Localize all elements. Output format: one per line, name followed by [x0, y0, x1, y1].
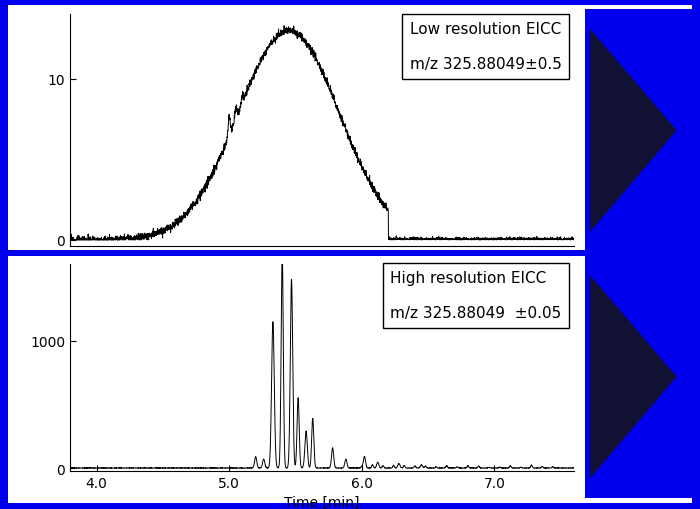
Text: High resolution EICC

m/z 325.88049  ±0.05: High resolution EICC m/z 325.88049 ±0.05	[390, 271, 561, 321]
X-axis label: Time [min]: Time [min]	[284, 495, 360, 509]
Text: Low resolution EICC

m/z 325.88049±0.5: Low resolution EICC m/z 325.88049±0.5	[410, 22, 561, 72]
Polygon shape	[590, 30, 677, 233]
Polygon shape	[590, 275, 677, 478]
